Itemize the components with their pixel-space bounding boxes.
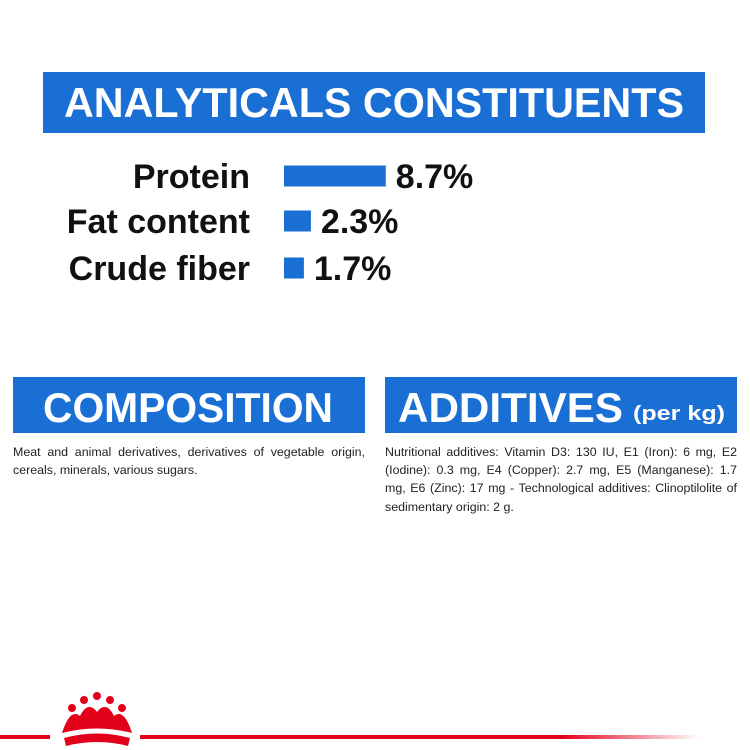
composition-title: COMPOSITION xyxy=(43,384,333,431)
red-line xyxy=(0,735,50,739)
composition-banner xyxy=(13,377,365,433)
red-line xyxy=(140,735,700,739)
bar xyxy=(284,210,311,232)
value-label: 8.7% xyxy=(396,158,474,196)
category-label: Fat content xyxy=(67,203,250,241)
additives-text: Nutritional additives: Vitamin D3: 130 I… xyxy=(385,445,737,514)
title: ANALYTICALS CONSTITUENTS xyxy=(64,79,684,126)
footer-line xyxy=(0,735,700,739)
additives-unit: (per kg) xyxy=(633,403,725,425)
bar xyxy=(284,257,304,279)
additives-title: ADDITIVES xyxy=(398,384,623,431)
bar xyxy=(284,165,386,187)
composition-text: Meat and animal derivatives, derivatives… xyxy=(13,445,365,478)
additives-banner xyxy=(385,377,737,433)
category-label: Crude fiber xyxy=(69,250,250,288)
value-label: 2.3% xyxy=(321,203,399,241)
category-label: Protein xyxy=(133,158,250,196)
value-label: 1.7% xyxy=(314,250,392,288)
crown-logo xyxy=(62,692,132,746)
title-banner xyxy=(43,72,705,133)
